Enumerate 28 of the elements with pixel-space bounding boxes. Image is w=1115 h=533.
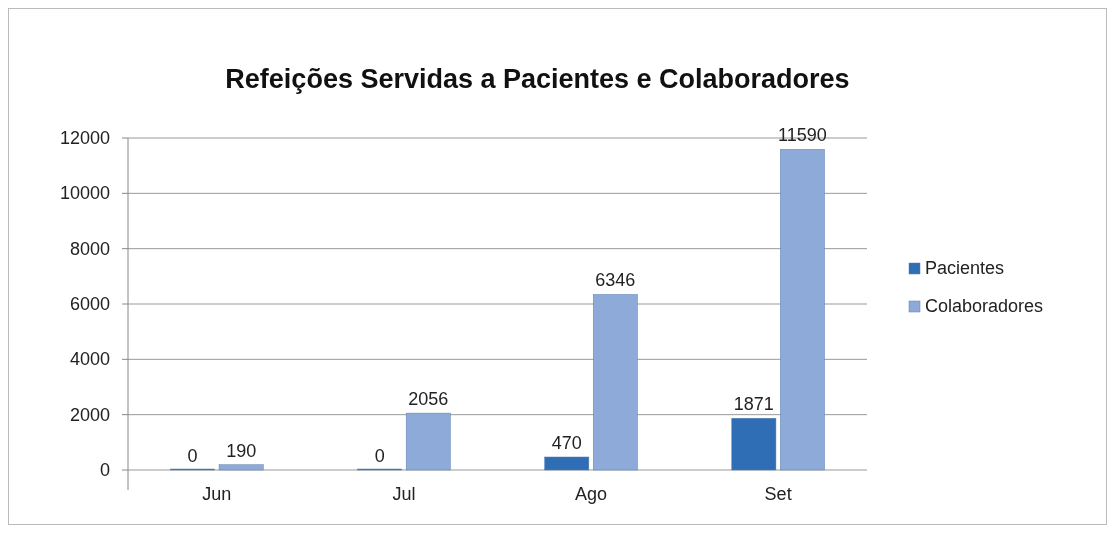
x-tick-label: Jun [202, 484, 232, 504]
data-label: 1871 [733, 394, 774, 415]
bar [593, 294, 638, 471]
bar [731, 417, 777, 471]
y-tick-label: 8000 [69, 238, 110, 259]
data-label: 2056 [408, 389, 449, 410]
bar [544, 456, 590, 471]
data-label: 6346 [595, 270, 636, 291]
data-label: 0 [374, 446, 385, 466]
data-label: 190 [226, 440, 257, 461]
data-label: 470 [551, 433, 582, 453]
data-label: 0 [187, 446, 198, 466]
legend-label: Colaboradores [925, 296, 1044, 316]
y-tick-label: 10000 [59, 183, 110, 204]
x-tick-label: Set [764, 484, 792, 504]
y-tick-label: 2000 [69, 404, 110, 425]
y-tick-label: 4000 [69, 349, 110, 370]
x-tick-label: Ago [575, 484, 608, 504]
legend-label: Pacientes [925, 258, 1005, 278]
bar [780, 149, 825, 471]
y-tick-label: 6000 [69, 294, 110, 314]
y-tick-label: 12000 [59, 128, 110, 148]
bar [405, 412, 451, 471]
bar [218, 464, 264, 471]
x-tick-label: Jul [392, 484, 416, 504]
y-tick-label: 0 [99, 460, 110, 480]
chart-title: Refeições Servidas a Pacientes e Colaboradores [225, 64, 850, 94]
data-label: 11590 [778, 125, 827, 146]
